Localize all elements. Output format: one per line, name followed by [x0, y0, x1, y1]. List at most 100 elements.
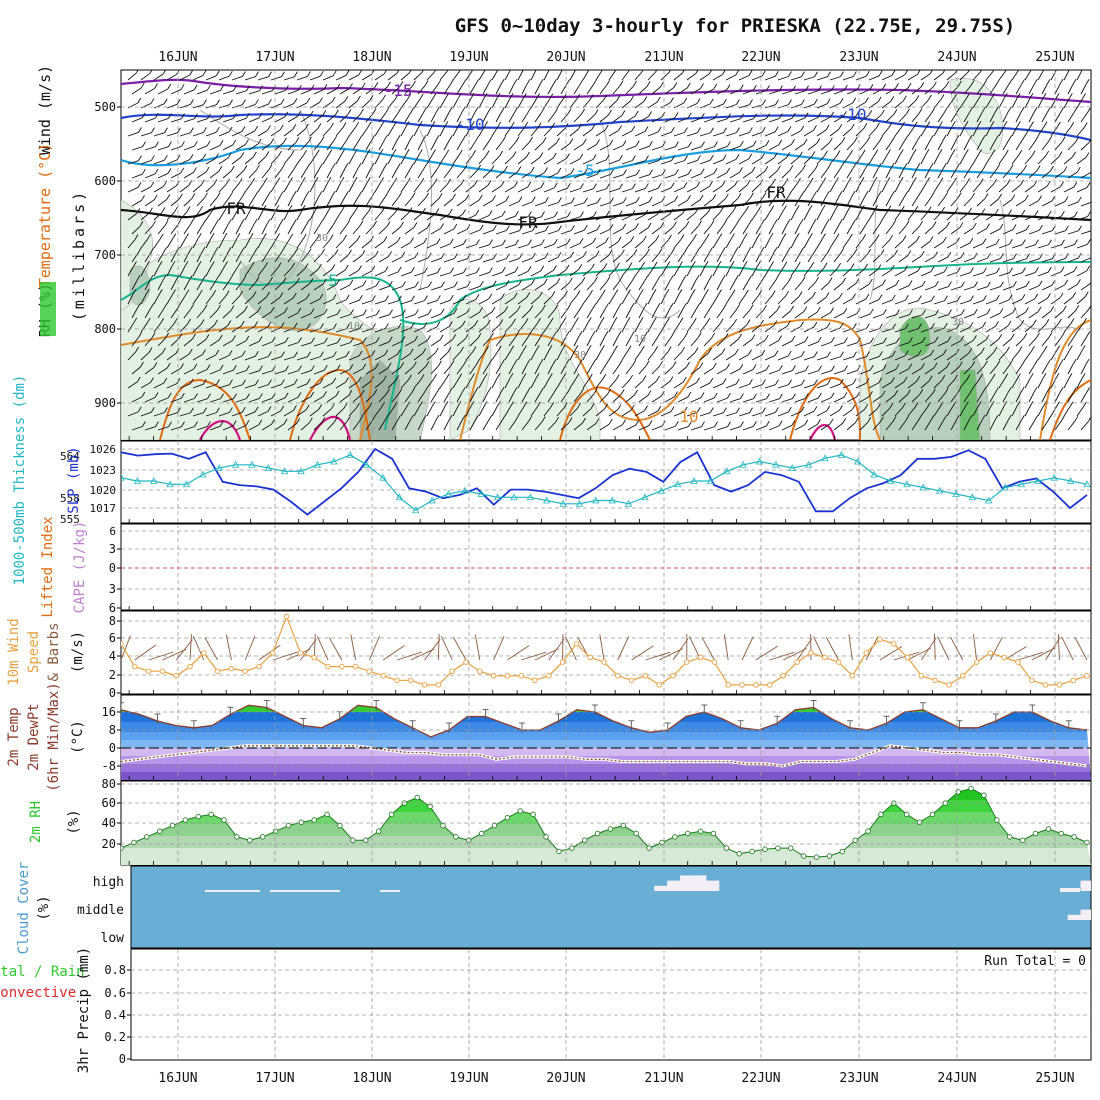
wind-barb-flag: [890, 163, 895, 169]
wind-barb: [521, 310, 531, 319]
wind-barb: [868, 181, 875, 193]
wind-barb-flag: [800, 351, 805, 357]
wind-barb: [382, 645, 405, 661]
wind-barb-flag: [366, 149, 371, 155]
wind-barb-flag: [608, 418, 613, 425]
wind-barb: [508, 141, 517, 151]
wind-barb: [716, 308, 724, 319]
wind-barb: [482, 285, 494, 291]
wind-barb-flag: [159, 233, 164, 240]
wind-barb-flag: [305, 123, 309, 130]
thickness-marker: [592, 496, 600, 504]
wind-barb: [361, 380, 372, 389]
wind-barb: [326, 313, 338, 319]
wind-barb: [634, 187, 646, 193]
wind-barb-flag: [529, 305, 534, 311]
wind-barb-flag: [346, 220, 351, 226]
wind-barb: [703, 88, 715, 95]
wind-barb: [1015, 311, 1026, 319]
wind-barb: [755, 309, 764, 319]
wind-barb-flag: [1035, 267, 1039, 273]
wind-label: Wind (m/s): [36, 65, 54, 155]
wind-barb: [179, 132, 191, 137]
wind-barb: [166, 412, 178, 417]
wind-barb: [573, 308, 581, 319]
wind-barb-flag: [775, 407, 779, 413]
wind-barb: [478, 155, 487, 165]
wind-barb-flag: [641, 261, 645, 268]
wind-barb-flag: [808, 233, 813, 239]
wind-barb-flag: [878, 294, 883, 300]
wind-barb-flag: [1021, 359, 1026, 366]
precip-grid: [131, 949, 1091, 1060]
wind-barb: [547, 84, 554, 95]
wind-barb-flag: [630, 303, 635, 309]
wind-barb-flag: [957, 295, 961, 301]
wind-barb-flag: [406, 401, 411, 407]
wind-barb: [231, 411, 243, 417]
wind-barb: [777, 266, 785, 277]
wind-barb: [855, 356, 867, 361]
wind-barb: [950, 636, 964, 661]
wind-barb: [313, 115, 324, 123]
wind-barb-flag: [158, 261, 163, 267]
wind-barb: [452, 351, 461, 361]
wind-barb-flag: [855, 278, 860, 284]
wind-barb-flag: [505, 195, 510, 202]
wind-barb-flag: [778, 139, 783, 146]
wind-barb-flag: [652, 317, 657, 323]
wind-barb: [764, 183, 773, 193]
wind-barb: [859, 141, 868, 151]
wind-barb-flag: [516, 305, 521, 312]
wind-barb: [742, 224, 750, 235]
wind-barb: [690, 199, 701, 207]
wind-barb: [790, 156, 800, 165]
wind-barb: [621, 350, 629, 361]
wind-barb-flag: [749, 127, 753, 133]
wind-barb: [686, 159, 698, 165]
wind-barb-flag: [397, 266, 402, 273]
wind-barb-flag: [1045, 319, 1050, 325]
wind-barb: [495, 258, 507, 263]
wind-barb: [1063, 127, 1072, 137]
wind-barb-flag: [994, 135, 999, 141]
wind-barb: [963, 392, 971, 403]
wind-barb-flag: [255, 276, 260, 282]
wind-barb-flag: [457, 93, 462, 99]
wind-barb-flag: [197, 233, 202, 239]
wind-speed-marker: [504, 673, 511, 679]
wind-barb-flag: [868, 110, 873, 116]
wind-barb: [582, 268, 592, 277]
wind-barb-flag: [1022, 267, 1026, 273]
wind-barb: [352, 167, 359, 179]
wind-barb-flag: [167, 168, 172, 174]
wind-barb: [1041, 337, 1050, 347]
wind-barb-flag: [203, 407, 207, 413]
wind-barb: [196, 339, 207, 347]
wind-barb: [777, 384, 789, 389]
wind-barb: [309, 356, 321, 361]
wind-barb-flag: [308, 136, 312, 143]
wind-barb-flag: [487, 386, 492, 393]
wind-barb-flag: [660, 390, 665, 397]
wind-barb-flag: [818, 85, 822, 91]
wind-barb-flag: [319, 70, 324, 77]
wind-barb-flag: [245, 139, 249, 145]
upper-grid: [121, 70, 1091, 440]
wind-barb: [504, 350, 512, 361]
wind-barb: [1037, 244, 1049, 249]
wind-barb-flag: [447, 347, 452, 353]
wind-barb: [313, 283, 324, 291]
wind-barb: [335, 101, 346, 109]
wind-barb: [1067, 230, 1079, 235]
wind-barb-flag: [644, 405, 648, 411]
wind-barb-flag: [292, 124, 297, 130]
wind-barb: [183, 426, 195, 431]
wind-barb-flag: [558, 197, 562, 203]
wind-barb-flag: [436, 321, 441, 328]
wind-barb: [959, 326, 971, 333]
y-tick-label: 60: [102, 796, 116, 810]
wind-barb: [140, 382, 151, 389]
wind-barb-flag: [1068, 93, 1073, 99]
wind-barb: [153, 266, 160, 277]
